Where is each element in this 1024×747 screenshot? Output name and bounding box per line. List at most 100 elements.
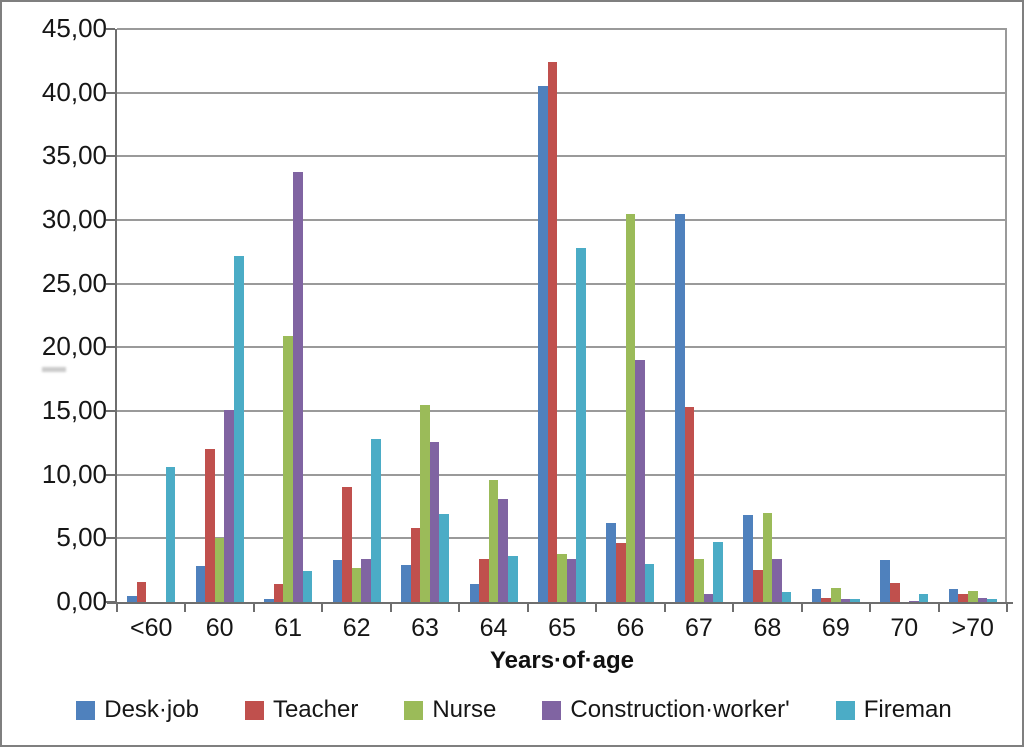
bar-nurse-64	[488, 479, 499, 602]
gridline	[117, 282, 1007, 285]
legend: Desk·job Teacher Nurse Construction·worker'…	[2, 696, 1022, 724]
x-tick-label: 62	[342, 614, 371, 642]
bar-desk-job-66	[606, 523, 617, 602]
bar-fireman-63	[439, 514, 450, 602]
bar-teacher-69	[821, 598, 832, 602]
x-axis-tick	[252, 604, 255, 612]
y-axis-tick	[106, 219, 115, 221]
bar-construction-worker--64	[498, 498, 508, 602]
x-axis-tick	[458, 604, 461, 612]
bar-fireman-67	[713, 542, 723, 602]
bar-desk-job-60	[127, 595, 137, 602]
bar-construction-worker--69	[840, 599, 851, 602]
plot-right-border	[1005, 29, 1007, 602]
y-axis-tick	[106, 346, 115, 349]
y-tick-label: 5,00	[56, 522, 107, 553]
y-tick-label: 25,00	[41, 267, 107, 298]
bar-construction-worker--67	[703, 594, 714, 602]
bar-construction-worker--70	[977, 598, 988, 602]
y-axis-tick	[106, 28, 115, 30]
bar-teacher-63	[410, 528, 421, 602]
x-axis-tick	[1006, 604, 1008, 612]
bar-desk-job-70	[880, 559, 890, 602]
x-tick-label: 65	[548, 614, 576, 642]
y-tick-label: 20,00	[41, 331, 107, 362]
x-axis-tick	[869, 604, 872, 612]
bar-teacher-67	[684, 407, 695, 602]
x-axis-tick	[937, 604, 940, 612]
legend-swatch-icon	[244, 700, 264, 720]
legend-label: Teacher	[272, 696, 359, 723]
bar-construction-worker--60	[224, 409, 235, 602]
x-axis-tick	[389, 604, 392, 612]
y-axis-tick	[106, 410, 115, 412]
gridline	[117, 410, 1007, 412]
bar-nurse-66	[625, 213, 636, 602]
y-axis-tick	[106, 282, 115, 285]
x-tick-label: 63	[411, 614, 439, 642]
y-axis-tick	[106, 91, 115, 94]
x-axis-tick	[184, 604, 187, 612]
bar-fireman-70	[987, 599, 997, 602]
y-axis-tick	[106, 155, 115, 158]
bar-construction-worker--61	[292, 171, 303, 602]
bar-nurse-68	[762, 512, 773, 602]
bar-fireman-60	[234, 255, 244, 602]
legend-swatch-icon	[835, 700, 855, 720]
gridline	[117, 28, 1007, 30]
y-tick-label: 0,00	[56, 586, 107, 616]
bar-construction-worker--66	[635, 360, 645, 602]
bar-teacher-60	[205, 449, 215, 602]
legend-item: Nurse	[404, 696, 496, 724]
bar-teacher-60	[136, 581, 147, 602]
bar-construction-worker--65	[566, 558, 577, 602]
bar-construction-worker--68	[772, 558, 782, 602]
y-axis-tick	[106, 473, 115, 476]
bar-nurse-67	[694, 558, 704, 602]
legend-label: Fireman	[863, 696, 952, 723]
y-tick-label: 30,00	[41, 204, 107, 234]
bar-construction-worker--70	[909, 600, 919, 602]
bar-desk-job-65	[538, 86, 548, 602]
bar-nurse-60	[214, 538, 225, 602]
bar-desk-job-67	[674, 213, 685, 602]
x-tick-label: 70	[890, 614, 919, 642]
legend-label: Nurse	[432, 696, 497, 723]
legend-swatch-icon	[76, 700, 96, 720]
x-tick-label: 69	[821, 614, 850, 642]
legend-swatch-icon	[404, 700, 424, 720]
x-axis-title: Years·of·age	[489, 647, 635, 674]
bar-desk-job-62	[332, 559, 343, 602]
x-tick-label: 66	[616, 614, 645, 642]
legend-item: Construction·worker'	[542, 696, 790, 724]
y-axis-tick	[106, 601, 115, 603]
bar-teacher-66	[616, 543, 626, 602]
bar-desk-job-61	[264, 599, 274, 602]
bar-desk-job-68	[743, 515, 753, 602]
x-axis-tick	[732, 604, 735, 612]
y-axis-line	[115, 29, 117, 602]
x-tick-label: 61	[274, 614, 303, 642]
bar-construction-worker--63	[429, 441, 440, 602]
bar-nurse-63	[420, 404, 430, 602]
gridline	[117, 537, 1007, 540]
bar-desk-job-60	[195, 566, 206, 602]
bar-nurse-70	[967, 590, 978, 602]
bar-nurse-62	[351, 567, 362, 602]
bar-fireman-60	[165, 467, 176, 602]
x-axis-tick	[595, 604, 598, 612]
x-tick-label: 67	[685, 614, 713, 642]
y-tick-label: 35,00	[41, 140, 107, 171]
bar-fireman-70	[918, 594, 929, 602]
plot-area	[106, 28, 1013, 612]
x-axis-line	[107, 602, 1013, 604]
x-tick-label: 60	[205, 614, 234, 642]
x-tick-label: <60	[130, 614, 173, 642]
legend-item: Desk·job	[76, 696, 199, 724]
bar-fireman-68	[781, 591, 792, 602]
x-tick-label: 68	[753, 614, 782, 642]
bar-fireman-69	[850, 599, 860, 602]
bar-fireman-65	[576, 248, 586, 602]
gridline	[117, 346, 1007, 349]
x-axis-tick	[321, 604, 324, 612]
